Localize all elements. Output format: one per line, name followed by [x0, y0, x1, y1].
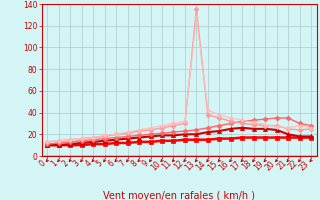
X-axis label: Vent moyen/en rafales ( km/h ): Vent moyen/en rafales ( km/h )	[103, 191, 255, 200]
